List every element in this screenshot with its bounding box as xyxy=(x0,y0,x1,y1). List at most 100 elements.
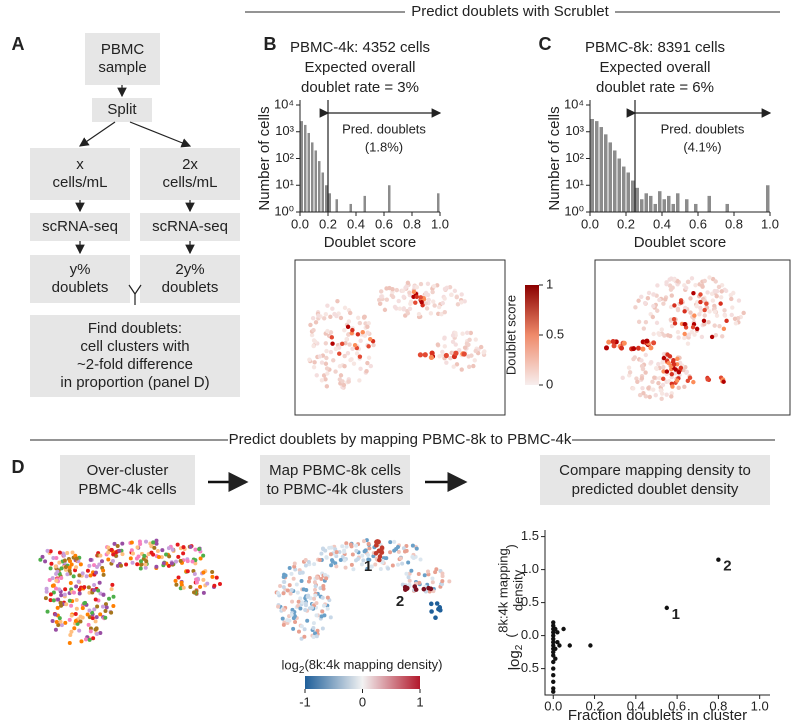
map-label: 2 xyxy=(396,593,404,610)
bar xyxy=(613,150,617,212)
cell-dot xyxy=(678,300,684,305)
cell-dot xyxy=(109,610,114,615)
cell-dot xyxy=(128,556,133,561)
cell-dot xyxy=(717,323,722,329)
cell-dot xyxy=(111,594,116,599)
bar xyxy=(300,121,303,212)
cell-dot xyxy=(412,584,418,589)
cell-dot xyxy=(340,544,345,549)
cell-dot xyxy=(314,373,319,378)
cell-dot xyxy=(79,639,84,644)
cell-dot xyxy=(414,546,419,551)
cell-dot xyxy=(671,362,677,367)
cell-dot xyxy=(450,333,456,338)
cell-dot xyxy=(138,566,143,571)
cell-dot xyxy=(59,623,64,628)
cell-dot xyxy=(56,623,61,628)
cell-dot xyxy=(669,391,674,396)
step-text: Map PBMC-8k cells xyxy=(269,462,401,479)
cell-dot xyxy=(124,562,129,567)
cell-dot xyxy=(111,552,116,557)
cell-dot xyxy=(54,619,59,624)
x-tick-label: 1.0 xyxy=(431,216,449,231)
point xyxy=(553,646,558,651)
bar xyxy=(335,199,338,212)
cell-dot xyxy=(433,615,438,620)
flow-text: PBMC xyxy=(101,41,145,58)
cell-dot xyxy=(398,556,403,561)
cell-dot xyxy=(311,621,316,626)
cell-dot xyxy=(299,624,304,629)
y-tick-label: 10³ xyxy=(275,123,294,138)
cell-dot xyxy=(643,352,649,358)
cell-dot xyxy=(646,290,652,296)
cell-dot xyxy=(660,360,665,365)
cell-dot xyxy=(641,326,647,331)
cell-dot xyxy=(362,539,367,544)
cell-dot xyxy=(170,547,175,552)
point xyxy=(553,626,558,632)
cell-dot xyxy=(83,600,88,605)
cell-dot xyxy=(365,330,370,335)
bar xyxy=(707,195,711,212)
cell-dot xyxy=(179,580,184,585)
cell-dot xyxy=(120,541,125,546)
cell-dot xyxy=(428,601,434,607)
cell-dot xyxy=(642,300,648,306)
cell-dot xyxy=(307,357,312,362)
x-tick-label: 0.2 xyxy=(319,216,337,231)
bar xyxy=(617,158,621,212)
bar xyxy=(662,199,666,212)
cell-dot xyxy=(48,549,53,554)
cell-dot xyxy=(129,540,134,545)
x-tick-label: 0.6 xyxy=(668,698,686,713)
cell-dot xyxy=(426,585,431,591)
cell-dot xyxy=(654,320,660,326)
cell-dot xyxy=(710,298,716,303)
cell-dot xyxy=(135,545,140,550)
map-label: 1 xyxy=(364,558,372,575)
cell-dot xyxy=(611,343,617,349)
cell-dot xyxy=(63,620,68,625)
cell-dot xyxy=(722,308,727,313)
cell-dot xyxy=(636,298,641,303)
point xyxy=(551,640,556,645)
bar xyxy=(653,203,657,212)
cell-dot xyxy=(656,380,661,386)
cell-dot xyxy=(424,306,430,311)
cell-dot xyxy=(324,384,330,389)
cell-dot xyxy=(74,606,79,611)
cell-dot xyxy=(323,572,328,577)
cell-dot xyxy=(342,305,348,311)
y-tick-label: 10⁴ xyxy=(274,96,294,111)
cell-dot xyxy=(342,328,347,333)
cell-dot xyxy=(324,576,329,581)
cell-dot xyxy=(473,337,478,342)
cell-dot xyxy=(144,539,149,544)
cell-dot xyxy=(292,561,297,566)
cell-dot xyxy=(472,358,477,363)
cell-dot xyxy=(355,315,361,321)
cell-dot xyxy=(365,324,370,329)
cell-dot xyxy=(188,544,193,549)
cell-dot xyxy=(709,291,715,297)
cell-dot xyxy=(729,296,734,302)
point xyxy=(551,673,556,678)
cell-dot xyxy=(55,605,60,610)
point xyxy=(551,679,556,684)
cell-dot xyxy=(699,334,705,340)
cell-dot xyxy=(473,348,478,354)
flow-text: scRNA-seq xyxy=(42,218,118,235)
cell-dot xyxy=(357,320,363,326)
cell-dot xyxy=(405,311,411,316)
bar xyxy=(649,195,653,212)
cell-dot xyxy=(53,586,58,591)
cell-dot xyxy=(373,562,378,567)
cell-dot xyxy=(337,549,342,554)
point-annotation: 1 xyxy=(672,606,680,623)
point xyxy=(551,623,556,628)
cell-dot xyxy=(661,301,666,306)
cell-dot xyxy=(732,316,738,322)
cell-dot xyxy=(73,568,78,573)
cell-dot xyxy=(143,562,148,567)
